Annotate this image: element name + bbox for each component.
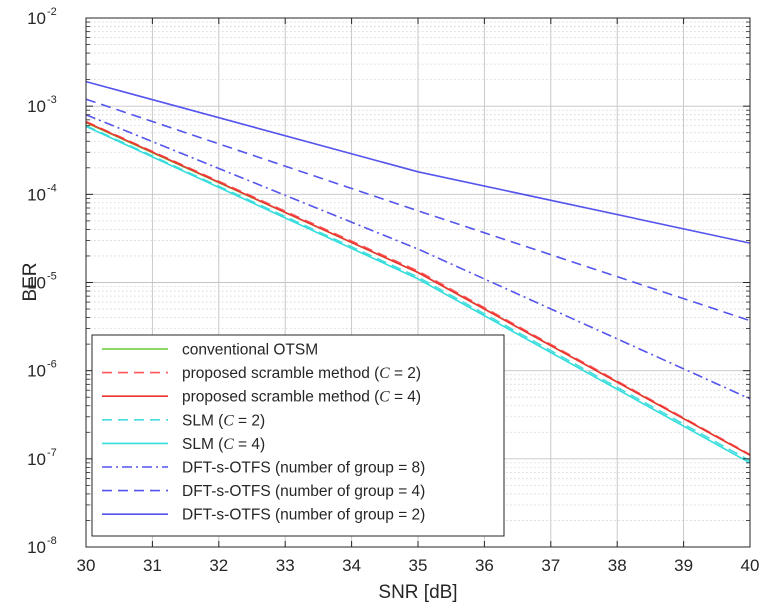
y-tick-exponent: -2 (47, 6, 57, 18)
x-tick-labels: 30 31 32 33 34 35 36 37 38 39 40 (77, 556, 760, 575)
legend: conventional OTSM proposed scramble metho… (91, 334, 505, 537)
legend-label: conventional OTSM (182, 342, 318, 359)
y-tick-label: 10 (27, 362, 46, 381)
series-line (85, 113, 751, 400)
x-tick-label: 40 (741, 556, 760, 575)
legend-label: DFT-s-OTFS (number of group = 2) (182, 507, 425, 524)
series-line (85, 121, 751, 456)
x-tick-label: 39 (674, 556, 693, 575)
series-line (85, 125, 751, 464)
y-tick-label: 10 (27, 97, 46, 116)
legend-label: SLM (C = 2) (182, 412, 265, 429)
x-tick-label: 32 (209, 556, 228, 575)
series-line (85, 80, 751, 244)
x-axis-label: SNR [dB] (378, 582, 457, 603)
x-tick-label: 30 (77, 556, 96, 575)
y-tick-labels: 10-810-710-610-510-410-310-2 (27, 6, 57, 557)
y-tick-label: 10 (27, 450, 46, 469)
y-tick-exponent: -5 (47, 271, 57, 283)
y-tick-label: 10 (27, 538, 46, 557)
legend-label: DFT-s-OTFS (number of group = 4) (182, 483, 425, 500)
legend-label: DFT-s-OTFS (number of group = 8) (182, 460, 425, 477)
y-tick-exponent: -3 (47, 94, 57, 106)
y-tick-exponent: -4 (47, 182, 57, 194)
x-tick-label: 38 (608, 556, 627, 575)
y-tick-label: 10 (27, 185, 46, 204)
y-tick-label: 10 (27, 274, 46, 293)
x-tick-label: 34 (342, 556, 361, 575)
legend-box (91, 334, 505, 537)
series-line (85, 98, 751, 322)
legend-label: proposed scramble method (C = 4) (182, 389, 421, 406)
y-tick-exponent: -6 (47, 359, 57, 371)
x-tick-label: 35 (409, 556, 428, 575)
y-axis-label: BER (20, 262, 41, 301)
y-tick-label: 10 (27, 9, 46, 28)
series-line (85, 120, 751, 456)
x-tick-label: 31 (143, 556, 162, 575)
x-tick-label: 33 (276, 556, 295, 575)
x-tick-label: 37 (541, 556, 560, 575)
series-layer (85, 80, 751, 464)
y-tick-exponent: -8 (47, 535, 57, 547)
x-tick-label: 36 (475, 556, 494, 575)
legend-label: SLM (C = 4) (182, 436, 265, 453)
series-line (85, 124, 751, 462)
legend-label: proposed scramble method (C = 2) (182, 365, 421, 382)
y-tick-exponent: -7 (47, 447, 57, 459)
